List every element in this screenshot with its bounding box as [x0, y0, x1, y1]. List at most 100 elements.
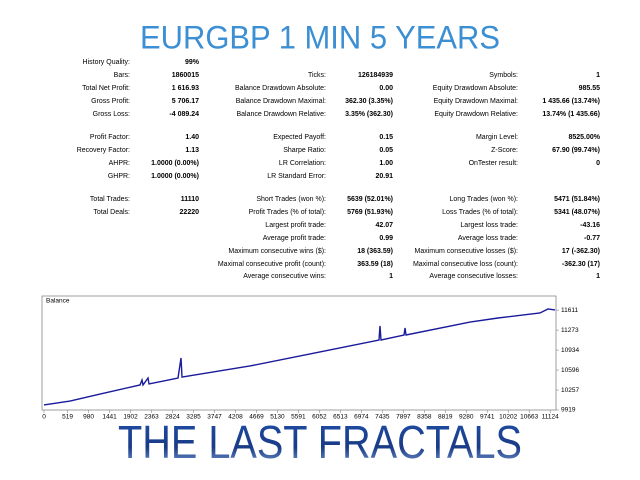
- stat-label: Balance Drawdown Absolute:: [235, 85, 326, 92]
- x-tick-label: 1902: [123, 414, 138, 421]
- y-tick-label: 10596: [561, 367, 579, 374]
- chart-label: Balance: [46, 298, 70, 305]
- stat-label: Total Trades:: [90, 196, 130, 203]
- stat-value: 18 (363.59): [357, 248, 393, 255]
- stat-label: LR Correlation:: [279, 160, 326, 167]
- page-title: EURGBP 1 MIN 5 YEARS: [140, 19, 500, 55]
- stat-value: 17 (-362.30): [562, 248, 600, 255]
- stat-label: AHPR:: [109, 160, 130, 167]
- stat-value: 1 616.93: [172, 85, 199, 92]
- stat-value: 1.13: [185, 147, 199, 154]
- stat-value: 0.99: [379, 235, 393, 242]
- x-tick-label: 3747: [207, 414, 222, 421]
- stat-label: History Quality:: [83, 59, 131, 66]
- x-tick-label: 9741: [480, 414, 495, 421]
- stat-value: -43.16: [580, 222, 600, 229]
- stat-value: 42.07: [375, 222, 393, 229]
- stat-label: Symbols:: [489, 72, 518, 79]
- stat-value: 5639 (52.01%): [347, 196, 393, 203]
- stat-value: 8525.00%: [568, 134, 600, 141]
- y-tick-label: 11611: [561, 307, 578, 314]
- stat-label: Equity Drawdown Maximal:: [434, 98, 518, 105]
- stat-value: 1 435.66 (13.74%): [542, 98, 600, 105]
- x-tick-label: 6052: [312, 414, 327, 421]
- stat-value: 1860015: [172, 72, 199, 79]
- footer-title: THE LAST FRACTALS: [118, 416, 522, 468]
- stat-value: 11110: [181, 196, 199, 203]
- x-tick-label: 11124: [542, 414, 559, 421]
- stat-value: 0: [596, 160, 600, 167]
- stat-value: 1.00: [379, 160, 393, 167]
- x-tick-label: 5130: [270, 414, 285, 421]
- stat-label: Largest loss trade:: [460, 222, 518, 229]
- stat-value: 5769 (51.93%): [347, 209, 393, 216]
- x-tick-label: 2824: [165, 414, 180, 421]
- stat-value: 0.00: [379, 85, 393, 92]
- stat-label: Long Trades (won %):: [450, 196, 519, 203]
- stat-value: -362.30 (17): [562, 261, 600, 268]
- stat-value: 99%: [185, 59, 200, 66]
- stat-value: 0.05: [379, 147, 393, 154]
- x-tick-label: 8358: [417, 414, 432, 421]
- stat-label: Bars:: [114, 72, 130, 79]
- stat-label: GHPR:: [108, 173, 130, 180]
- x-tick-label: 6513: [333, 414, 348, 421]
- stat-value: -4 089.24: [169, 111, 199, 118]
- chart-frame: [41, 295, 557, 411]
- x-tick-label: 8819: [438, 414, 453, 421]
- stat-label: Maximal consecutive loss (count):: [413, 261, 518, 268]
- stat-value: 67.90 (99.74%): [552, 147, 600, 154]
- x-tick-label: 980: [83, 414, 94, 421]
- stat-value: 0.15: [379, 134, 393, 141]
- x-tick-label: 3285: [186, 414, 201, 421]
- stat-label: Largest profit trade:: [265, 222, 326, 229]
- y-tick-label: 10257: [561, 387, 579, 394]
- stat-value: 5471 (51.84%): [554, 196, 600, 203]
- stat-value: 20.91: [375, 173, 393, 180]
- stat-label: Maximal consecutive profit (count):: [218, 261, 326, 268]
- stat-label: Sharpe Ratio:: [283, 147, 326, 154]
- stat-label: Equity Drawdown Relative:: [434, 111, 518, 118]
- x-tick-label: 10663: [520, 414, 538, 421]
- stat-label: Balance Drawdown Relative:: [237, 111, 327, 118]
- stat-label: Average loss trade:: [458, 235, 518, 242]
- stat-value: 363.59 (18): [357, 261, 393, 268]
- stat-value: 985.55: [579, 85, 601, 92]
- stat-label: Short Trades (won %):: [256, 196, 326, 203]
- stat-label: Equity Drawdown Absolute:: [433, 85, 518, 92]
- stat-label: Profit Factor:: [90, 134, 130, 141]
- x-tick-label: 2363: [144, 414, 159, 421]
- x-tick-label: 10202: [499, 414, 517, 421]
- stat-label: Expected Payoff:: [273, 134, 326, 141]
- y-tick-label: 11273: [561, 327, 579, 334]
- stat-value: 1.0000 (0.00%): [151, 173, 199, 180]
- stat-label: Average consecutive wins:: [243, 273, 326, 280]
- x-tick-label: 6974: [354, 414, 369, 421]
- stat-label: Balance Drawdown Maximal:: [236, 98, 326, 105]
- stat-label: Average consecutive losses:: [429, 273, 518, 280]
- stat-value: 362.30 (3.35%): [345, 98, 393, 105]
- y-tick-label: 9919: [561, 407, 576, 414]
- stat-label: LR Standard Error:: [267, 173, 326, 180]
- x-tick-label: 9280: [459, 414, 474, 421]
- x-tick-label: 4669: [249, 414, 264, 421]
- stat-value: 126184939: [358, 72, 393, 79]
- x-tick-label: 7435: [375, 414, 390, 421]
- stat-label: Total Deals:: [93, 209, 130, 216]
- stat-label: Margin Level:: [476, 134, 518, 141]
- x-tick-label: 5591: [291, 414, 306, 421]
- stat-label: OnTester result:: [469, 160, 518, 167]
- stat-label: Total Net Profit:: [82, 85, 130, 92]
- x-tick-label: 4208: [228, 414, 243, 421]
- balance-line: [43, 308, 556, 406]
- stat-label: Average profit trade:: [263, 235, 326, 242]
- stat-value: 3.35% (362.30): [345, 111, 393, 118]
- stat-value: 1: [596, 72, 600, 79]
- stat-value: 5341 (48.07%): [554, 209, 600, 216]
- stat-value: -0.77: [584, 235, 600, 242]
- x-tick-label: 1441: [102, 414, 117, 421]
- stat-value: 22220: [180, 209, 200, 216]
- x-tick-label: 7897: [396, 414, 411, 421]
- x-tick-label: 519: [62, 414, 73, 421]
- x-tick-label: 0: [42, 414, 46, 421]
